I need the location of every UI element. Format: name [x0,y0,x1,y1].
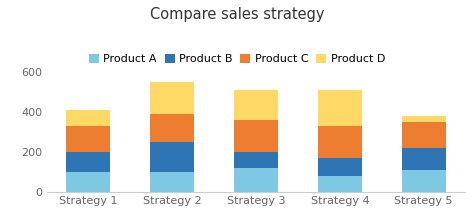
Bar [234,120,278,152]
Bar [402,148,446,170]
Bar [318,90,362,126]
Bar [150,82,194,114]
Bar [234,90,278,120]
Bar [318,176,362,192]
Bar [150,142,194,172]
Legend: Product A, Product B, Product C, Product D: Product A, Product B, Product C, Product… [84,50,390,69]
Bar [402,116,446,122]
Bar [402,170,446,192]
Bar [318,158,362,176]
Bar [150,172,194,192]
Text: Compare sales strategy: Compare sales strategy [150,7,324,22]
Bar [402,122,446,148]
Bar [318,126,362,158]
Bar [150,114,194,142]
Bar [234,152,278,168]
Bar [66,172,110,192]
Bar [66,152,110,172]
Bar [66,126,110,152]
Bar [66,110,110,126]
Bar [234,168,278,192]
